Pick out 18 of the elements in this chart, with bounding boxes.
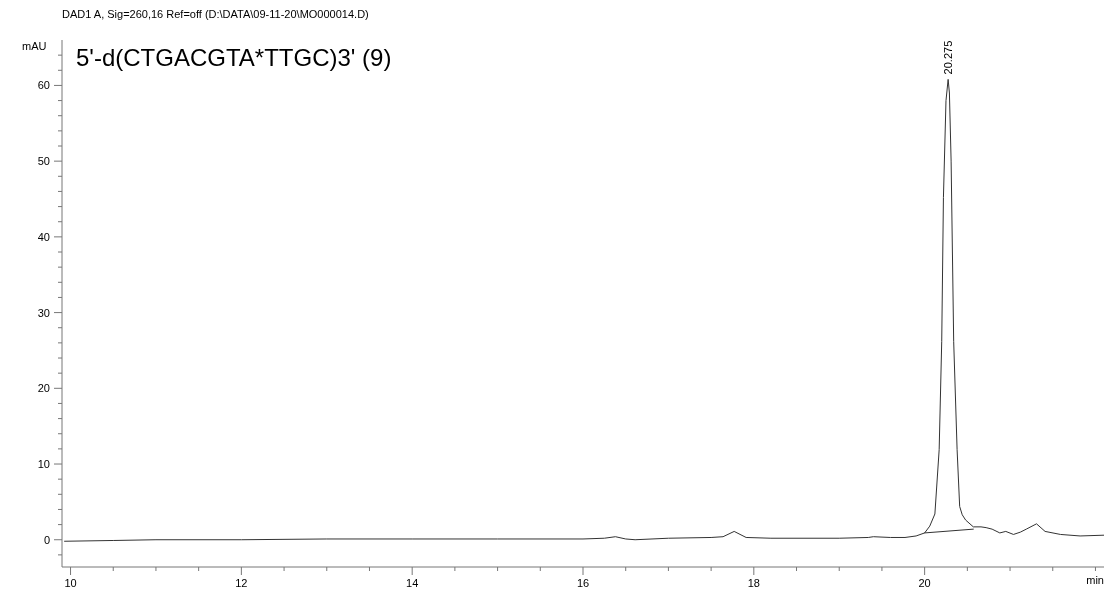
- y-tick-label: 20: [37, 382, 50, 395]
- y-tick-label: 50: [37, 155, 50, 168]
- annotation: 5'-d(CTGACGTA*TTGC)3' (9): [76, 44, 392, 72]
- annotation: 20.275: [942, 40, 955, 75]
- y-tick-label: 30: [37, 306, 50, 319]
- x-tick-label: 16: [576, 577, 590, 589]
- x-tick-label: 20: [918, 577, 931, 589]
- y-tick-label: 10: [37, 458, 50, 471]
- y-tick-label: 60: [37, 79, 50, 92]
- chart-title: DAD1 A, Sig=260,16 Ref=off (D:\DATA\09-11-20\MO000014.D): [62, 8, 369, 20]
- x-tick-label: 18: [747, 577, 760, 589]
- x-tick-label: 12: [235, 577, 248, 589]
- y-axis-title: mAU: [22, 40, 47, 52]
- x-axis-title: min: [1086, 574, 1104, 586]
- x-tick-label: 14: [406, 577, 419, 589]
- y-tick-label: 0: [43, 533, 50, 546]
- y-tick-label: 40: [37, 230, 50, 243]
- x-tick-label: 10: [64, 577, 77, 589]
